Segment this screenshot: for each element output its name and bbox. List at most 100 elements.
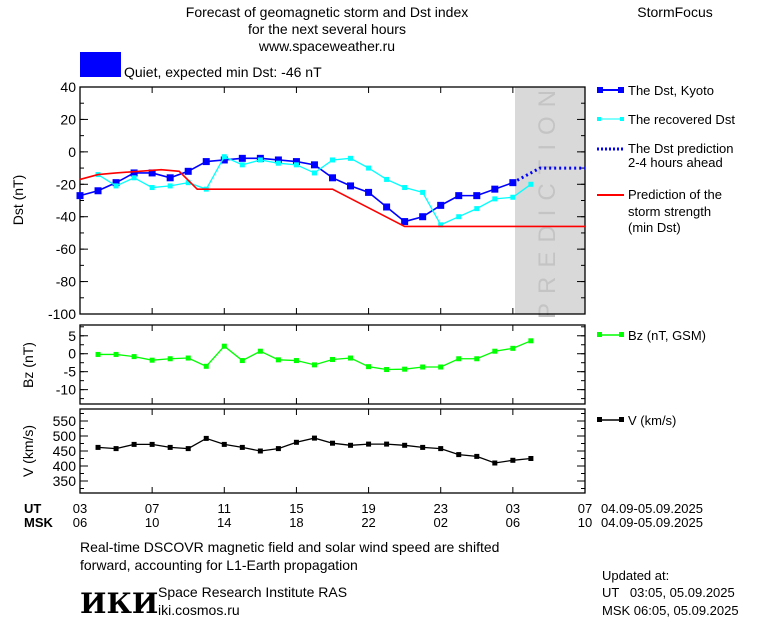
legend-storm-3: (min Dst) [628, 220, 681, 235]
data-point-the-recovered-dst [221, 154, 227, 160]
data-point-bz-nt-gsm [221, 343, 227, 349]
y-tick-label: 20 [60, 111, 76, 127]
y-tick-label: 0 [68, 346, 76, 362]
series-line-the-dst-prediction-2-4-hours-ahead [512, 166, 585, 184]
status-text: Quiet, expected min Dst: -46 nT [124, 64, 322, 80]
legend-dst-prediction-1: The Dst prediction [628, 141, 734, 156]
data-point-v-km-s [131, 441, 137, 447]
y-tick-label: -100 [48, 306, 76, 322]
data-point-the-dst-kyoto [112, 179, 120, 187]
msk-label: MSK [24, 515, 54, 530]
data-point-bz-nt-gsm [311, 362, 317, 368]
data-point-the-dst-kyoto [310, 161, 318, 169]
chart-title-line2: for the next several hours [248, 21, 406, 37]
data-point-bz-nt-gsm [510, 345, 516, 351]
data-point-v-km-s [95, 444, 101, 450]
legend-marker [597, 87, 603, 93]
data-point-v-km-s [348, 442, 354, 448]
data-point-the-recovered-dst [384, 176, 390, 182]
data-point-the-recovered-dst [275, 160, 281, 166]
y-tick-label: 40 [60, 79, 76, 95]
dst-panel [79, 86, 586, 315]
data-point-the-dst-kyoto [94, 187, 102, 195]
legend-marker [618, 87, 624, 93]
institute-name: Space Research Institute RAS [158, 584, 347, 600]
ut-tick-label: 07 [145, 501, 159, 516]
data-point-bz-nt-gsm [330, 356, 335, 362]
y-tick-label: 0 [68, 144, 76, 160]
msk-tick-label: 10 [578, 515, 592, 530]
legend-dst-recovered: The recovered Dst [628, 112, 735, 127]
msk-tick-label: 06 [73, 515, 87, 530]
legend-dst-kyoto: The Dst, Kyoto [628, 83, 714, 98]
institute-url[interactable]: iki.cosmos.ru [158, 602, 240, 618]
ut-tick-label: 11 [218, 501, 232, 516]
data-point-v-km-s [293, 439, 299, 445]
data-point-the-dst-kyoto [437, 201, 445, 209]
data-point-v-km-s [510, 457, 516, 463]
data-point-the-recovered-dst [402, 185, 408, 191]
y-tick-label: 350 [53, 473, 77, 489]
data-point-the-recovered-dst [167, 183, 173, 189]
data-point-v-km-s [492, 460, 498, 466]
v-axis-label: V (km/s) [20, 425, 36, 477]
legend-marker [619, 332, 624, 337]
data-point-bz-nt-gsm [402, 366, 408, 372]
msk-tick-label: 10 [145, 515, 159, 530]
data-point-the-recovered-dst [348, 155, 354, 161]
data-point-bz-nt-gsm [456, 356, 462, 362]
y-tick-label: 500 [53, 428, 77, 444]
data-point-the-recovered-dst [330, 157, 335, 163]
website-link[interactable]: www.spaceweather.ru [258, 38, 395, 54]
date-range-msk: 04.09-05.09.2025 [601, 515, 703, 530]
y-tick-label: 5 [68, 328, 76, 344]
bz-panel [79, 324, 586, 405]
legend-marker [597, 417, 602, 422]
data-point-the-dst-kyoto [238, 154, 246, 162]
data-point-bz-nt-gsm [492, 348, 498, 354]
status-swatch [80, 52, 121, 77]
data-point-the-dst-kyoto [491, 185, 499, 193]
data-point-v-km-s [366, 441, 372, 447]
data-point-the-recovered-dst [366, 165, 372, 171]
data-point-the-recovered-dst [149, 185, 155, 191]
data-point-bz-nt-gsm [438, 364, 444, 370]
data-point-v-km-s [203, 435, 209, 441]
legend-v: V (km/s) [628, 413, 676, 428]
data-point-bz-nt-gsm [239, 358, 245, 364]
legend-marker [619, 417, 624, 422]
data-point-v-km-s [438, 446, 444, 452]
data-point-the-recovered-dst [257, 157, 263, 163]
updated-label: Updated at: [602, 568, 669, 583]
data-point-the-dst-kyoto [76, 192, 84, 200]
data-point-v-km-s [474, 453, 480, 459]
ut-tick-label: 19 [361, 501, 375, 516]
y-tick-label: -60 [56, 241, 76, 257]
data-point-bz-nt-gsm [366, 364, 372, 370]
legend-marker [620, 117, 624, 121]
data-point-the-dst-kyoto [365, 188, 373, 196]
date-range-ut: 04.09-05.09.2025 [601, 501, 703, 516]
data-point-v-km-s [384, 441, 390, 447]
data-point-the-dst-kyoto [473, 192, 481, 200]
data-point-bz-nt-gsm [348, 355, 354, 361]
data-point-bz-nt-gsm [185, 355, 191, 361]
data-point-the-recovered-dst [311, 170, 317, 176]
legend-marker [597, 117, 601, 121]
data-point-v-km-s [221, 441, 227, 447]
updated-msk: MSK 06:05, 05.09.2025 [602, 603, 739, 618]
ut-tick-label: 03 [506, 501, 520, 516]
series-line-prediction-of-the-storm-strength-min-dst [79, 168, 585, 228]
updated-ut: UT 03:05, 05.09.2025 [602, 585, 735, 600]
data-point-v-km-s [311, 435, 317, 441]
data-point-bz-nt-gsm [384, 367, 390, 373]
ut-tick-label: 15 [289, 501, 303, 516]
data-point-bz-nt-gsm [293, 358, 299, 364]
y-tick-label: -80 [56, 274, 76, 290]
legend-bz: Bz (nT, GSM) [628, 328, 706, 343]
ut-tick-label: 03 [73, 501, 87, 516]
legend: The Dst, Kyoto The recovered Dst The Dst… [597, 83, 735, 428]
data-point-the-recovered-dst [438, 222, 444, 228]
data-point-v-km-s [257, 448, 263, 454]
